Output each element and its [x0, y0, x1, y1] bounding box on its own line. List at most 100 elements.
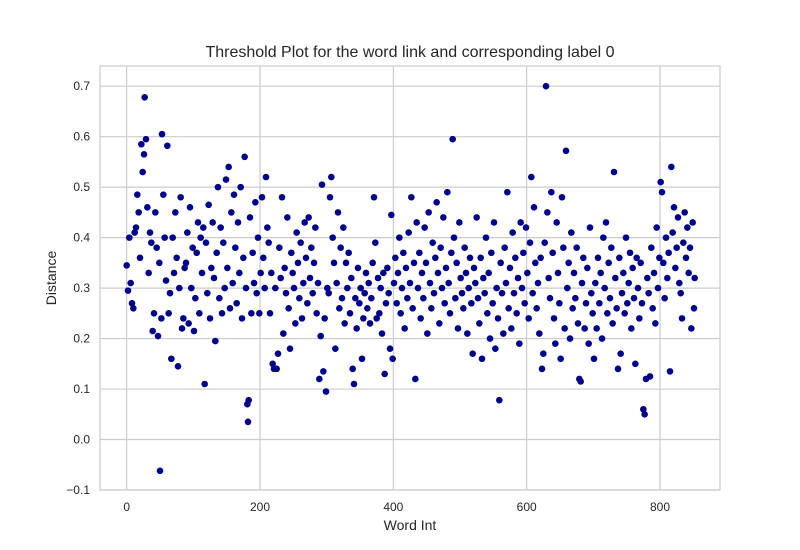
- data-point: [169, 234, 176, 241]
- data-point: [549, 249, 556, 257]
- data-point: [374, 274, 382, 282]
- data-point: [672, 264, 679, 272]
- data-point: [505, 304, 512, 312]
- data-point: [504, 188, 511, 196]
- y-axis-label: Distance: [43, 251, 59, 306]
- data-point: [689, 219, 696, 226]
- data-point: [140, 151, 148, 158]
- data-point: [426, 279, 434, 287]
- data-point: [352, 294, 359, 302]
- data-point: [517, 219, 524, 226]
- data-point: [509, 229, 516, 236]
- x-tick-label: 400: [383, 500, 403, 514]
- data-point: [540, 350, 547, 358]
- data-point: [330, 259, 338, 267]
- data-point: [186, 204, 194, 211]
- data-point: [182, 259, 190, 267]
- data-point: [433, 198, 440, 206]
- data-point: [637, 259, 644, 267]
- data-point: [649, 304, 656, 312]
- data-point: [357, 284, 364, 292]
- y-tick-label: −0.1: [66, 483, 90, 497]
- data-point: [225, 163, 232, 171]
- data-point: [668, 163, 675, 171]
- data-point: [386, 345, 394, 352]
- data-point: [470, 264, 478, 272]
- data-point: [345, 249, 352, 257]
- data-point: [690, 304, 698, 312]
- data-point: [529, 289, 536, 297]
- data-point: [685, 269, 692, 277]
- data-point: [253, 289, 260, 297]
- data-point: [197, 234, 204, 241]
- data-point: [325, 289, 332, 297]
- data-point: [304, 299, 311, 307]
- data-point: [373, 315, 380, 322]
- data-point: [510, 289, 518, 297]
- data-point: [356, 299, 363, 307]
- data-point: [406, 279, 414, 287]
- data-point: [131, 229, 138, 236]
- y-tick-label: 0.5: [73, 180, 90, 194]
- data-point: [362, 269, 370, 277]
- data-point: [601, 284, 608, 292]
- data-point: [290, 284, 298, 292]
- data-point: [673, 244, 680, 252]
- data-point: [460, 304, 467, 312]
- data-point: [542, 82, 550, 90]
- data-point: [604, 310, 611, 317]
- data-point: [557, 355, 564, 363]
- data-point: [569, 304, 576, 312]
- data-point: [424, 330, 431, 337]
- data-point: [588, 289, 595, 297]
- data-point: [436, 320, 443, 327]
- data-point: [461, 244, 468, 252]
- x-tick-label: 200: [250, 500, 270, 514]
- data-point: [306, 274, 314, 282]
- data-point: [574, 320, 582, 327]
- data-point: [338, 294, 346, 302]
- x-axis-label: Word Int: [384, 517, 437, 533]
- data-point: [318, 181, 326, 188]
- data-point: [380, 269, 387, 277]
- data-point: [597, 269, 604, 277]
- data-point: [425, 209, 432, 216]
- data-point: [257, 269, 264, 277]
- data-point: [558, 193, 566, 201]
- data-point: [640, 405, 647, 413]
- data-point: [413, 219, 420, 226]
- data-point: [445, 279, 452, 287]
- data-point: [262, 173, 270, 181]
- data-point: [289, 269, 296, 277]
- data-point: [680, 239, 687, 246]
- data-point: [617, 350, 624, 358]
- data-point: [625, 279, 632, 287]
- data-point: [609, 320, 616, 327]
- data-point: [554, 269, 562, 277]
- data-point: [612, 274, 619, 282]
- data-point: [349, 365, 356, 373]
- data-point: [502, 279, 510, 287]
- y-tick-label: 0.6: [73, 130, 90, 144]
- data-point: [326, 193, 334, 201]
- data-point: [181, 264, 188, 272]
- data-point: [388, 211, 395, 219]
- x-tick-label: 0: [123, 500, 130, 514]
- data-point: [384, 264, 391, 272]
- data-point: [229, 279, 236, 287]
- data-point: [152, 209, 159, 216]
- y-tick-label: 0.2: [73, 332, 90, 346]
- data-point: [677, 289, 684, 297]
- data-point: [208, 264, 215, 272]
- data-point: [308, 244, 315, 252]
- data-point: [221, 284, 228, 292]
- data-point: [580, 254, 587, 262]
- x-tick-labels: 0 200 400 600 800: [123, 500, 670, 514]
- data-point: [480, 274, 487, 282]
- data-point: [606, 294, 614, 302]
- data-point: [156, 259, 163, 267]
- data-point: [674, 214, 682, 221]
- data-point: [493, 284, 500, 292]
- data-point: [402, 264, 410, 272]
- data-point: [585, 340, 592, 347]
